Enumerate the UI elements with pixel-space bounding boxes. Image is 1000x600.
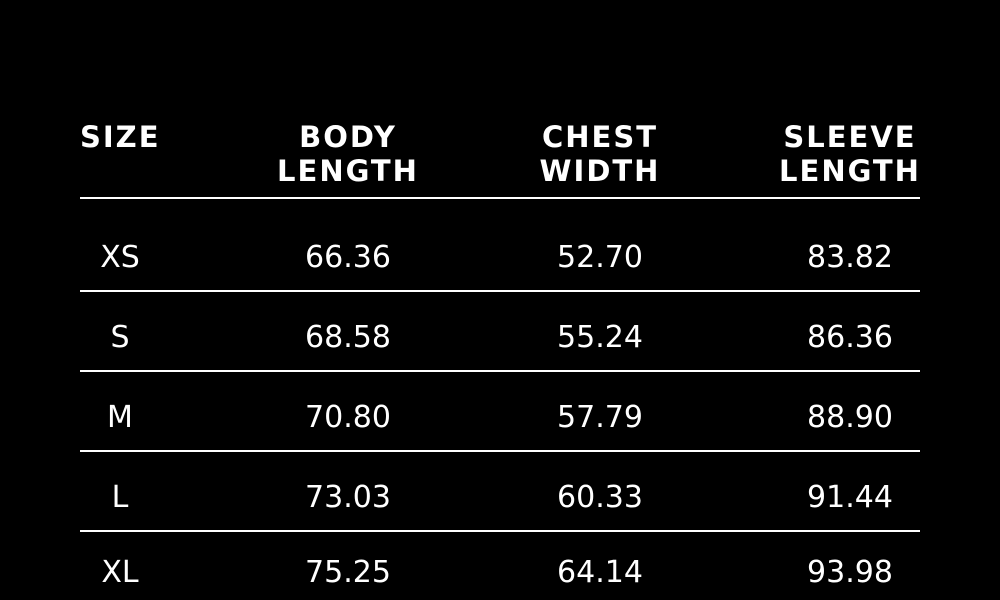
cell-size: XS bbox=[100, 239, 140, 275]
column-header-body-length-line1: BODY bbox=[299, 120, 397, 154]
cell-sleeve-length: 88.90 bbox=[807, 399, 893, 435]
cell-body-length: 68.58 bbox=[305, 319, 391, 355]
column-header-body-length-line2: LENGTH bbox=[277, 154, 419, 188]
table-row-m: M 70.80 57.79 88.90 bbox=[80, 372, 920, 452]
cell-chest-width: 57.79 bbox=[557, 399, 643, 435]
column-header-size-label: SIZE bbox=[80, 120, 161, 154]
table-row-s: S 68.58 55.24 86.36 bbox=[80, 292, 920, 372]
cell-chest-width: 60.33 bbox=[557, 479, 643, 515]
cell-body-length: 70.80 bbox=[305, 399, 391, 435]
cell-size: M bbox=[107, 399, 133, 435]
table-header-row: SIZE BODY LENGTH CHEST WIDTH SLEEVE LENG… bbox=[80, 0, 920, 199]
column-header-sleeve-length-line1: SLEEVE bbox=[783, 120, 917, 154]
cell-chest-width: 64.14 bbox=[557, 554, 643, 590]
cell-body-length: 66.36 bbox=[305, 239, 391, 275]
column-header-body-length: BODY LENGTH bbox=[160, 120, 536, 188]
cell-body-length: 75.25 bbox=[305, 554, 391, 590]
table-row-xl: XL 75.25 64.14 93.98 bbox=[80, 532, 920, 600]
cell-sleeve-length: 86.36 bbox=[807, 319, 893, 355]
column-header-chest-width-line2: WIDTH bbox=[539, 154, 661, 188]
cell-sleeve-length: 93.98 bbox=[807, 554, 893, 590]
cell-size: S bbox=[110, 319, 130, 355]
cell-size: L bbox=[111, 479, 129, 515]
cell-body-length: 73.03 bbox=[305, 479, 391, 515]
column-header-chest-width: CHEST WIDTH bbox=[536, 120, 664, 188]
cell-sleeve-length: 83.82 bbox=[807, 239, 893, 275]
cell-size: XL bbox=[101, 554, 139, 590]
cell-chest-width: 55.24 bbox=[557, 319, 643, 355]
column-header-chest-width-line1: CHEST bbox=[541, 120, 659, 154]
size-chart-table: SIZE BODY LENGTH CHEST WIDTH SLEEVE LENG… bbox=[80, 0, 920, 600]
column-header-sleeve-length-line2: LENGTH bbox=[779, 154, 921, 188]
column-header-sleeve-length: SLEEVE LENGTH bbox=[722, 120, 978, 188]
table-row-l: L 73.03 60.33 91.44 bbox=[80, 452, 920, 532]
table-row-xs: XS 66.36 52.70 83.82 bbox=[80, 199, 920, 292]
column-header-size: SIZE bbox=[80, 120, 160, 154]
cell-chest-width: 52.70 bbox=[557, 239, 643, 275]
cell-sleeve-length: 91.44 bbox=[807, 479, 893, 515]
